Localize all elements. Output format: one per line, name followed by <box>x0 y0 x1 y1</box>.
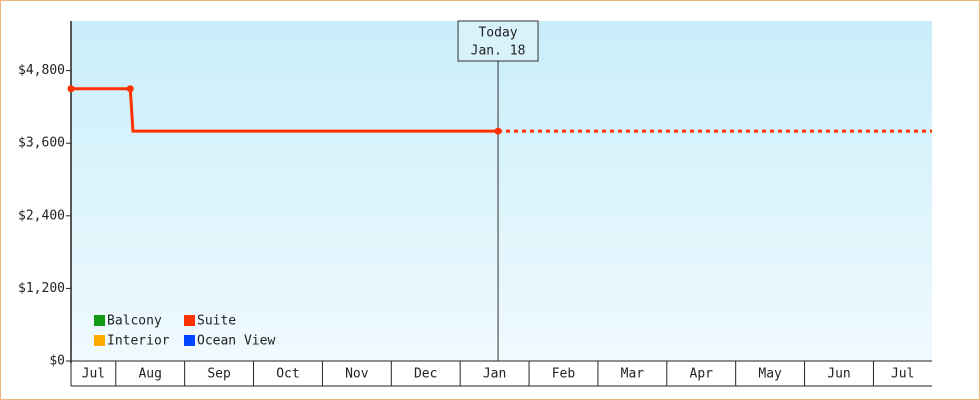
x-tick-label: Mar <box>621 367 645 382</box>
legend-swatch <box>184 335 195 346</box>
x-tick-label: Jul <box>891 367 914 382</box>
x-tick-label: Dec <box>414 367 437 382</box>
legend-label: Balcony <box>107 314 162 329</box>
x-tick-label: Sep <box>207 367 231 382</box>
x-tick-label: May <box>758 367 782 382</box>
today-box <box>457 20 539 62</box>
y-tick-label: $3,600 <box>18 136 65 151</box>
today-label: Today <box>478 26 517 41</box>
x-tick-label: Jan <box>483 367 506 382</box>
x-tick-label: Jul <box>82 367 105 382</box>
x-tick-label: Oct <box>276 367 299 382</box>
y-tick-label: $2,400 <box>18 208 65 223</box>
legend-swatch <box>94 315 105 326</box>
x-tick-label: Nov <box>345 367 369 382</box>
legend-swatch <box>184 315 195 326</box>
legend-label: Ocean View <box>197 334 275 349</box>
x-tick-label: Feb <box>552 367 576 382</box>
y-tick-label: $0 <box>49 354 65 369</box>
legend-label: Interior <box>107 334 170 349</box>
y-tick-label: $4,800 <box>18 63 65 78</box>
legend-swatch <box>94 335 105 346</box>
x-tick-label: Apr <box>690 367 714 382</box>
today-date: Jan. 18 <box>471 44 526 59</box>
point <box>67 85 75 93</box>
y-tick-label: $1,200 <box>18 281 65 296</box>
x-tick-label: Jun <box>827 367 850 382</box>
x-tick-label: Aug <box>138 367 161 382</box>
series-line <box>71 87 499 133</box>
point <box>126 85 134 93</box>
legend-label: Suite <box>197 314 236 329</box>
plot-area <box>71 21 932 361</box>
